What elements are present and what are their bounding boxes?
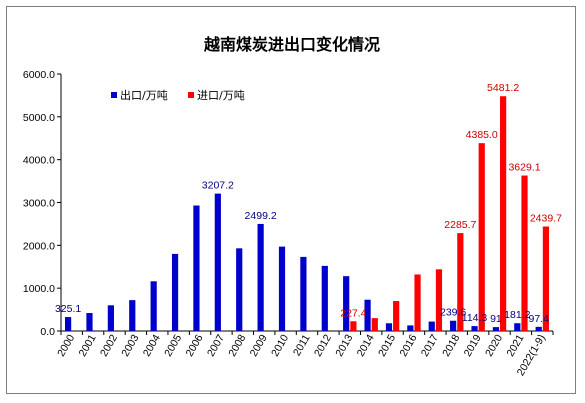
legend-label-export: 出口/万吨 xyxy=(120,88,168,102)
import-bar xyxy=(414,274,421,331)
import-data-label: 2285.7 xyxy=(444,219,476,231)
export-data-label: 97.4 xyxy=(528,313,549,325)
import-data-label: 5481.2 xyxy=(487,82,519,94)
export-bar xyxy=(171,253,179,331)
import-bar xyxy=(350,321,357,331)
export-bar xyxy=(107,305,114,331)
x-tick-label: 2018 xyxy=(440,332,462,358)
x-tick-label: 2016 xyxy=(397,332,419,358)
x-tick-label: 2017 xyxy=(419,332,441,358)
export-data-label: 181.2 xyxy=(504,309,530,321)
bars xyxy=(64,96,550,332)
x-tick-label: 2003 xyxy=(119,332,141,358)
x-tick-label: 2020 xyxy=(483,332,505,358)
export-bar xyxy=(257,223,264,331)
y-axis: 0.0 1000.0 2000.0 3000.0 4000.0 5000.0 6000.0 xyxy=(23,69,62,338)
y-tick-label: 5000.0 xyxy=(23,112,55,124)
export-bar xyxy=(364,299,371,331)
x-tick-label: 2014 xyxy=(355,332,377,358)
y-tick-label: 6000.0 xyxy=(23,69,55,81)
export-data-label: 3207.2 xyxy=(202,180,234,192)
import-bar xyxy=(521,175,528,331)
x-tick-label: 2009 xyxy=(248,332,270,358)
x-tick-label: 2002 xyxy=(98,332,120,358)
export-data-label: 239.6 xyxy=(440,307,466,319)
export-bar xyxy=(236,248,243,331)
chart-title: 越南煤炭进出口变化情况 xyxy=(203,35,380,54)
x-tick-label: 2015 xyxy=(376,332,398,358)
export-data-label: 114.3 xyxy=(462,312,488,324)
export-bar xyxy=(321,265,328,331)
legend-label-import: 进口/万吨 xyxy=(197,89,245,102)
export-bar xyxy=(428,321,435,331)
x-tick-label: 2011 xyxy=(291,332,313,358)
export-bar xyxy=(450,320,457,331)
x-tick-label: 2021 xyxy=(504,332,526,358)
export-data-label: 325.1 xyxy=(55,303,81,315)
import-data-label: 227.4 xyxy=(340,307,366,319)
export-bar xyxy=(492,327,500,331)
x-tick-label: 2012 xyxy=(312,332,334,358)
y-tick-label: 1000.0 xyxy=(23,283,55,295)
export-bar xyxy=(535,326,542,331)
x-tick-label: 2004 xyxy=(141,332,163,358)
x-tick-label: 2008 xyxy=(226,332,248,358)
import-bar xyxy=(542,226,550,331)
export-bar xyxy=(193,205,200,331)
export-bar xyxy=(129,300,136,331)
x-tick-label: 2010 xyxy=(269,332,291,358)
y-tick-label: 4000.0 xyxy=(23,155,55,167)
import-bar xyxy=(457,233,464,331)
x-tick-label: 2005 xyxy=(162,332,184,358)
import-bar xyxy=(478,143,485,331)
x-tick-label: 2000 xyxy=(55,332,77,358)
export-bar xyxy=(471,326,478,331)
x-tick-label: 2006 xyxy=(184,332,206,358)
export-bar xyxy=(214,193,221,331)
x-tick-label: 2019 xyxy=(462,332,484,358)
import-data-label: 3629.1 xyxy=(508,162,540,174)
import-data-label: 4385.0 xyxy=(466,129,498,141)
y-tick-label: 3000.0 xyxy=(23,198,55,210)
export-bar xyxy=(300,256,307,331)
legend-swatch-import xyxy=(188,92,194,98)
export-bar xyxy=(278,246,286,331)
export-bar xyxy=(64,317,72,331)
export-bar xyxy=(343,276,350,331)
x-axis: 2000 2001 2002 2003 2004 2005 2006 2007 2008 2009… xyxy=(55,330,554,378)
export-bar xyxy=(86,313,93,331)
export-bar xyxy=(514,323,521,331)
import-bar xyxy=(371,318,378,331)
x-tick-label: 2007 xyxy=(205,332,227,358)
export-bar xyxy=(150,281,157,331)
import-bar xyxy=(500,96,507,332)
y-tick-label: 2000.0 xyxy=(23,240,55,252)
x-tick-label: 2013 xyxy=(333,332,355,358)
export-data-label: 2499.2 xyxy=(245,210,277,222)
export-data-label: 91 xyxy=(490,313,502,325)
legend: 出口/万吨 进口/万吨 xyxy=(111,88,245,102)
export-bar xyxy=(385,323,393,331)
export-bar xyxy=(407,325,414,331)
x-tick-label: 2001 xyxy=(77,332,99,358)
import-data-label: 2439.7 xyxy=(530,212,562,224)
y-tick-label: 0.0 xyxy=(40,326,55,338)
legend-swatch-export xyxy=(111,92,117,98)
import-bar xyxy=(393,301,400,331)
import-bar xyxy=(435,269,443,331)
